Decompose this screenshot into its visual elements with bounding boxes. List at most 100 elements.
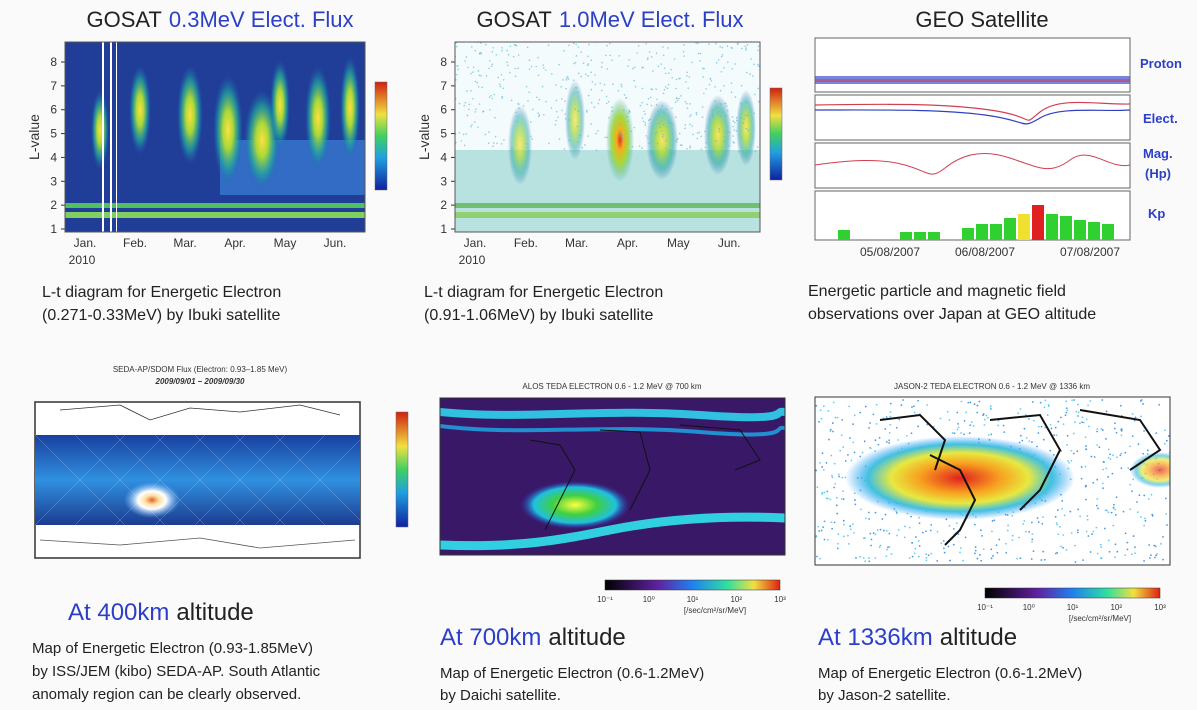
speckle bbox=[1114, 508, 1116, 511]
speckle bbox=[885, 416, 888, 418]
speckle bbox=[990, 557, 993, 560]
speckle bbox=[1032, 419, 1035, 422]
speckle bbox=[1147, 498, 1150, 500]
speckle bbox=[889, 402, 892, 405]
x-tick-label: Jun. bbox=[718, 236, 741, 250]
speckle bbox=[913, 411, 916, 414]
speckle bbox=[577, 46, 580, 48]
speckle bbox=[568, 139, 570, 142]
radiation-belt bbox=[440, 424, 785, 437]
series-label: Proton bbox=[1140, 56, 1182, 71]
speckle bbox=[1024, 414, 1027, 416]
speckle bbox=[1084, 436, 1087, 439]
speckle bbox=[456, 64, 459, 67]
speckle bbox=[732, 135, 734, 137]
speckle bbox=[903, 536, 906, 539]
speckle bbox=[627, 65, 629, 67]
speckle bbox=[491, 97, 494, 100]
speckle bbox=[870, 538, 873, 541]
speckle bbox=[593, 106, 596, 109]
speckle bbox=[868, 557, 870, 559]
speckle bbox=[823, 491, 826, 494]
radiation-belt bbox=[440, 512, 785, 551]
speckle bbox=[921, 531, 924, 534]
speckle bbox=[604, 136, 606, 139]
speckle bbox=[913, 552, 916, 555]
panel-title: GOSAT 1.0MeV Elect. Flux bbox=[476, 7, 743, 32]
speckle bbox=[911, 406, 913, 408]
speckle bbox=[1116, 550, 1119, 553]
speckle bbox=[1075, 410, 1078, 413]
coastline bbox=[59, 404, 341, 421]
caption: Map of Energetic Electron (0.6-1.2MeV) bbox=[440, 665, 704, 682]
electron-trace bbox=[814, 101, 1131, 121]
speckle bbox=[472, 97, 474, 100]
speckle bbox=[1039, 401, 1042, 404]
speckle bbox=[470, 125, 472, 128]
speckle bbox=[1164, 429, 1166, 432]
speckle bbox=[963, 433, 965, 436]
title-prefix: GOSAT bbox=[476, 7, 551, 32]
speckle bbox=[842, 498, 845, 501]
speckle bbox=[659, 126, 662, 128]
speckle bbox=[647, 57, 649, 59]
speckle bbox=[642, 66, 644, 69]
speckle bbox=[825, 462, 828, 464]
speckle bbox=[1091, 533, 1093, 536]
speckle bbox=[1089, 551, 1092, 553]
speckle bbox=[596, 130, 599, 132]
speckle bbox=[911, 542, 913, 545]
speckle bbox=[728, 131, 730, 134]
speckle bbox=[702, 76, 704, 78]
speckle bbox=[697, 52, 700, 55]
map-flux bbox=[35, 435, 360, 525]
speckle bbox=[719, 115, 722, 118]
speckle bbox=[528, 59, 531, 62]
speckle bbox=[968, 432, 971, 434]
speckle bbox=[976, 557, 979, 560]
speckle bbox=[1111, 472, 1114, 475]
speckle bbox=[633, 66, 636, 69]
speckle bbox=[906, 434, 908, 437]
speckle bbox=[478, 103, 481, 105]
speckle bbox=[627, 120, 629, 123]
speckle bbox=[740, 102, 742, 105]
speckle bbox=[1098, 446, 1101, 449]
speckle bbox=[1022, 523, 1025, 525]
speckle bbox=[1126, 548, 1129, 551]
speckle bbox=[667, 83, 670, 86]
speckle bbox=[515, 44, 518, 47]
speckle bbox=[1143, 517, 1146, 520]
speckle bbox=[582, 62, 585, 65]
y-tick-label: 3 bbox=[50, 174, 57, 188]
speckle bbox=[717, 113, 719, 115]
plot-frame bbox=[454, 41, 761, 233]
speckle bbox=[1062, 534, 1065, 536]
speckle bbox=[538, 98, 541, 101]
speckle bbox=[972, 425, 975, 427]
speckle bbox=[1140, 415, 1142, 418]
speckle bbox=[1095, 504, 1098, 507]
speckle bbox=[860, 508, 862, 511]
speckle bbox=[913, 405, 915, 408]
speckle bbox=[842, 490, 844, 493]
speckle bbox=[1060, 545, 1063, 548]
caption: anomaly region can be clearly observed. bbox=[32, 686, 301, 703]
speckle bbox=[712, 115, 714, 118]
speckle bbox=[867, 511, 870, 514]
speckle bbox=[636, 52, 639, 54]
speckle bbox=[1107, 456, 1110, 459]
speckle bbox=[679, 77, 681, 80]
speckle bbox=[515, 115, 518, 118]
speckle bbox=[457, 68, 459, 71]
speckle bbox=[1154, 556, 1156, 559]
kp-bar bbox=[1074, 220, 1086, 240]
speckle bbox=[822, 526, 825, 528]
speckle bbox=[704, 146, 707, 149]
speckle bbox=[869, 532, 872, 535]
speckle bbox=[501, 97, 503, 99]
y-tick-label: 6 bbox=[50, 103, 57, 117]
speckle bbox=[1081, 416, 1084, 419]
speckle bbox=[699, 52, 702, 55]
panel-title: GEO Satellite bbox=[915, 7, 1048, 32]
